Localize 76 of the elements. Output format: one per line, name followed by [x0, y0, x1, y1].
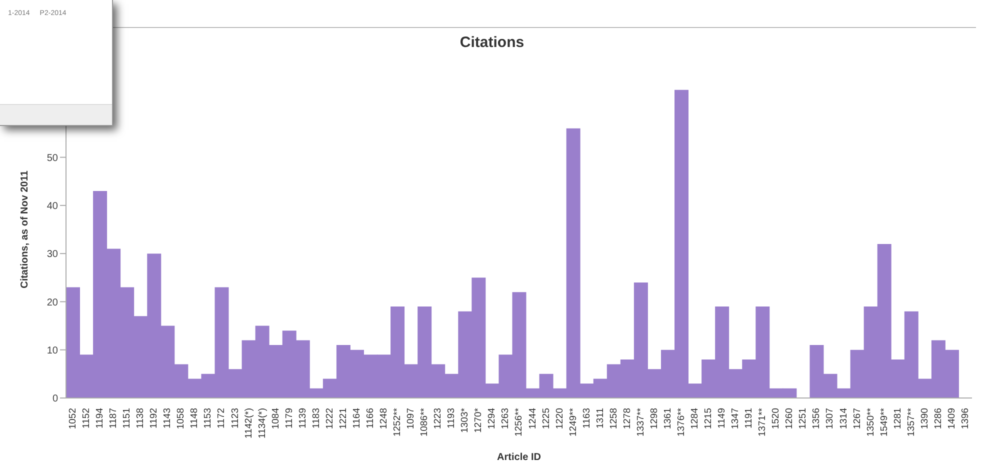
y-tick-label: 20 — [46, 297, 58, 308]
y-tick-label: 10 — [46, 345, 58, 356]
x-tick-label: 1222 — [324, 408, 336, 430]
x-tick-label: 1249** — [568, 408, 579, 437]
x-tick-label: 1143 — [162, 408, 174, 428]
x-tick-label: 1298 — [648, 408, 660, 430]
x-tick-label: 1152 — [81, 408, 92, 428]
x-tick-label: 1409 — [946, 408, 958, 430]
x-tick-label: 1520 — [770, 408, 782, 430]
x-tick-label: 1191 — [744, 408, 755, 428]
x-tick-label: 1258 — [608, 408, 620, 430]
x-tick-label: 1058 — [176, 408, 187, 430]
x-tick-label: 1244 — [527, 408, 538, 430]
x-tick-label: 1252** — [392, 408, 404, 437]
x-tick-label: 1194 — [94, 408, 106, 428]
x-tick-label: 1084 — [270, 408, 282, 430]
x-tick-label: 1361 — [662, 408, 674, 430]
y-tick-label: 50 — [46, 152, 58, 164]
x-tick-label: 1166 — [365, 408, 376, 428]
chart-title: Citations — [458, 34, 526, 51]
x-tick-label: 1052 — [68, 408, 79, 430]
x-tick-label: 1179 — [284, 408, 295, 428]
x-tick-label: 1251 — [798, 408, 809, 430]
y-tick-label: 40 — [46, 200, 58, 212]
x-tick-label: 1303* — [460, 408, 471, 433]
x-tick-label: 1390 — [919, 408, 930, 430]
x-tick-label: 1223 — [432, 408, 444, 430]
x-tick-label: 1193 — [446, 408, 458, 428]
x-tick-label: 1350** — [865, 408, 876, 437]
x-tick-label: 1314 — [838, 408, 850, 430]
x-tick-label: 1337** — [635, 408, 646, 437]
x-tick-label: 1138 — [135, 408, 146, 428]
x-tick-label: 1294 — [486, 408, 498, 430]
x-axis-title: Article ID — [497, 452, 541, 463]
y-tick-label: 0 — [52, 394, 58, 405]
x-tick-label: 1225 — [540, 408, 552, 430]
x-tick-label: 1356 — [811, 408, 822, 430]
x-tick-label: 1347 — [730, 408, 742, 430]
x-tick-label: 1256** — [514, 408, 525, 437]
x-tick-label: 1163 — [581, 408, 592, 428]
x-tick-label: 1148 — [189, 408, 200, 428]
x-tick-label: 1357** — [906, 408, 917, 437]
x-tick-label: 1183 — [310, 408, 322, 428]
x-tick-label: 1215 — [703, 408, 714, 430]
x-tick-label: 1192 — [148, 408, 160, 428]
x-tick-label: 1221 — [338, 408, 349, 430]
x-tick-label: 1097 — [406, 408, 417, 430]
x-tick-label: 1149 — [716, 408, 728, 428]
x-tick-label: 1142(*) — [243, 408, 254, 438]
x-tick-label: 1123 — [230, 408, 241, 428]
x-tick-label: 1263 — [500, 408, 512, 430]
y-tick-label: 30 — [46, 249, 58, 260]
x-tick-label: 1270* — [473, 408, 484, 433]
x-tick-label: 1281 — [892, 408, 904, 430]
x-tick-label: 1260 — [784, 408, 796, 430]
x-tick-label: 1371** — [757, 408, 768, 437]
x-tick-label: 1549** — [878, 408, 890, 437]
x-tick-label: 1396 — [960, 408, 971, 430]
x-tick-label: 1187 — [108, 408, 120, 428]
y-axis-title: Citations, as of Nov 2011 — [20, 170, 31, 288]
x-tick-label: 1376** — [676, 408, 688, 437]
x-tick-label: 1307 — [824, 408, 836, 430]
x-tick-label: 1284 — [690, 408, 701, 430]
x-tick-label: 1311 — [594, 408, 606, 428]
x-tick-label: 1086** — [419, 408, 430, 437]
x-tick-label: 1248 — [378, 408, 390, 430]
x-tick-label: 1153 — [202, 408, 214, 428]
x-tick-label: 1267 — [852, 408, 863, 430]
x-tick-label: 1139 — [297, 408, 308, 428]
x-tick-label: 1286 — [932, 408, 944, 430]
x-tick-label: 1172 — [216, 408, 228, 428]
x-tick-label: 1134(*) — [256, 408, 268, 438]
x-tick-label: 1151 — [122, 408, 133, 428]
x-tick-label: 1278 — [622, 408, 633, 430]
x-tick-label: 1164 — [351, 408, 362, 428]
x-tick-label: 1220 — [554, 408, 566, 430]
